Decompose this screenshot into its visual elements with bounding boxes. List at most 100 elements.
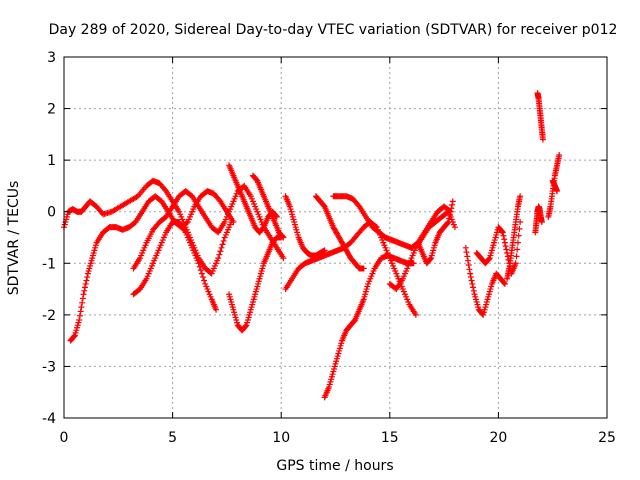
y-tick-label: -2 — [42, 308, 56, 324]
data-point — [279, 233, 286, 240]
data-point — [446, 212, 453, 219]
x-tick-label: 10 — [272, 430, 290, 446]
data-point — [71, 333, 78, 340]
data-point — [463, 249, 470, 256]
data-points — [61, 90, 563, 401]
data-point — [501, 236, 508, 243]
data-point — [198, 270, 205, 277]
series-arc-a — [61, 177, 235, 277]
x-tick-label: 5 — [168, 430, 177, 446]
data-point — [501, 280, 508, 287]
data-point — [499, 229, 506, 236]
data-point — [200, 274, 207, 281]
series-arc-i — [282, 219, 419, 318]
data-point — [196, 263, 203, 270]
data-point — [81, 284, 88, 291]
data-point — [467, 274, 474, 281]
data-point — [514, 246, 521, 253]
data-point — [216, 251, 223, 258]
data-point — [360, 265, 367, 272]
data-point — [468, 277, 475, 284]
plot-frame — [63, 56, 608, 419]
series-arc-n — [415, 198, 456, 267]
data-point — [466, 266, 473, 273]
data-point — [516, 225, 523, 232]
data-point — [197, 267, 204, 274]
data-point — [539, 136, 546, 143]
series-arc-b — [67, 188, 237, 344]
data-point — [451, 224, 458, 231]
data-point — [321, 247, 328, 254]
data-point — [449, 198, 456, 205]
data-point — [470, 284, 477, 291]
chart-title: Day 289 of 2020, Sidereal Day-to-day VTE… — [49, 22, 618, 38]
data-point — [82, 280, 89, 287]
data-point — [517, 193, 524, 200]
data-point — [501, 280, 508, 287]
data-point — [76, 312, 83, 319]
x-tick-label: 25 — [598, 430, 616, 446]
data-point — [280, 234, 287, 241]
data-point — [201, 277, 208, 284]
data-point — [469, 280, 476, 287]
data-point — [280, 255, 287, 262]
data-point — [515, 232, 522, 239]
data-point — [554, 188, 561, 195]
data-point — [216, 197, 223, 204]
data-point — [215, 255, 222, 262]
data-point — [462, 244, 469, 251]
data-point — [78, 304, 85, 311]
data-point — [217, 248, 224, 255]
x-tick-label: 0 — [60, 430, 69, 446]
data-point — [464, 253, 471, 260]
data-point — [465, 262, 472, 269]
data-point — [427, 255, 434, 262]
series-arc-e — [226, 234, 285, 334]
series-arc-q — [504, 193, 524, 282]
data-point — [503, 246, 510, 253]
data-point — [213, 306, 220, 313]
data-point — [242, 323, 249, 330]
y-tick-label: 0 — [47, 205, 56, 221]
series-arc-d — [130, 219, 220, 313]
x-tick-label: 20 — [489, 430, 507, 446]
series-arc-o — [462, 244, 508, 318]
data-point — [485, 255, 492, 262]
data-point — [81, 287, 88, 294]
y-tick-label: -4 — [42, 411, 56, 427]
data-point — [183, 219, 190, 226]
data-point — [501, 239, 508, 246]
data-point — [230, 219, 237, 226]
data-point — [161, 186, 168, 193]
data-point — [446, 215, 453, 222]
y-tick-label: -1 — [42, 256, 56, 272]
data-point — [76, 317, 83, 324]
data-point — [218, 244, 225, 251]
data-point — [513, 253, 520, 260]
y-tick-label: 2 — [47, 102, 56, 118]
data-point — [412, 311, 419, 318]
data-point — [512, 260, 519, 267]
data-point — [556, 151, 563, 158]
series-arc-h — [282, 193, 328, 259]
x-axis-label: GPS time / hours — [276, 458, 393, 474]
data-point — [84, 274, 91, 281]
x-tick-label: 15 — [381, 430, 399, 446]
data-point — [470, 287, 477, 294]
series-arc-t — [545, 151, 563, 220]
data-point — [445, 219, 452, 226]
data-point — [355, 202, 362, 209]
series-arc-u — [549, 177, 561, 195]
data-point — [220, 237, 227, 244]
data-point — [538, 219, 545, 226]
data-point — [79, 299, 86, 306]
y-tick-label: 3 — [47, 50, 56, 66]
data-point — [449, 201, 456, 208]
data-point — [447, 208, 454, 215]
y-axis-ticks: 3 2 1 0 -1 -2 -3 -4 — [42, 50, 607, 427]
data-point — [448, 205, 455, 212]
data-point — [444, 219, 451, 226]
series-arc-k — [321, 252, 417, 401]
data-point — [83, 277, 90, 284]
